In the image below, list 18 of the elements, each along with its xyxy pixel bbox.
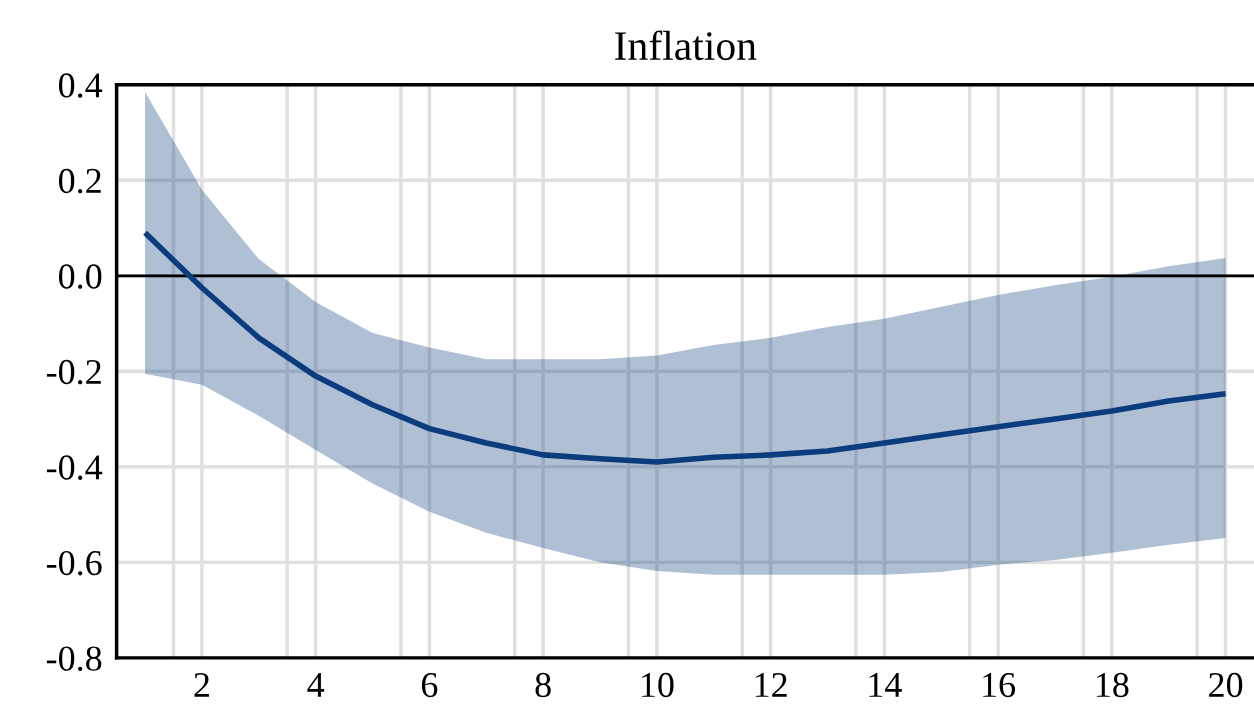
x-tick-label: 16 bbox=[983, 672, 1016, 698]
y-tick-label: 0.4 bbox=[58, 73, 103, 98]
y-tick-label: -0.6 bbox=[46, 550, 102, 576]
x-tick-label: 4 bbox=[307, 673, 325, 697]
y-tick-label: 0.0 bbox=[58, 264, 102, 289]
y-tick-label: 0.2 bbox=[58, 168, 101, 194]
y-tick-label: -0.2 bbox=[46, 359, 101, 385]
x-tick-label: 20 bbox=[1209, 672, 1243, 698]
x-tick-label: 18 bbox=[1096, 672, 1129, 698]
x-tick-label: 2 bbox=[194, 672, 209, 697]
x-tick-label: 10 bbox=[642, 672, 674, 698]
x-tick-label: 6 bbox=[421, 672, 438, 698]
y-tick-label: -0.4 bbox=[46, 455, 103, 480]
x-tick-label: 12 bbox=[755, 672, 787, 697]
y-tick-label: -0.8 bbox=[46, 646, 102, 671]
chart-title: Inflation bbox=[615, 30, 757, 61]
x-tick-label: 8 bbox=[535, 672, 551, 698]
x-tick-label: 14 bbox=[869, 673, 902, 697]
